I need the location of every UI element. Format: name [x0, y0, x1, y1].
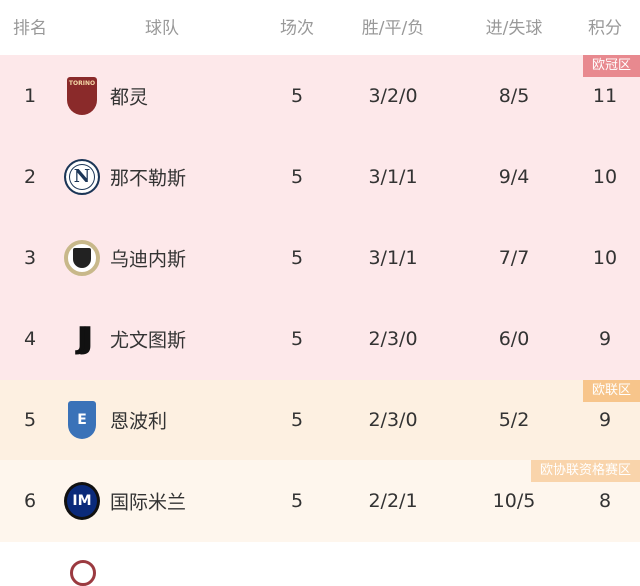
inter-crest-icon: IM	[64, 481, 100, 521]
rank: 3	[23, 246, 37, 269]
table-header: 排名 球队 场次 胜/平/负 进/失球 积分	[0, 0, 640, 52]
team-name[interactable]: 恩波利	[110, 410, 168, 432]
uecl-zone: 欧协联资格赛区	[0, 460, 640, 542]
empoli-crest-icon: E	[64, 400, 100, 440]
goals: 10/5	[492, 489, 536, 512]
table-row[interactable]: 6 IM 国际米兰 5 2/2/1 10/5 8	[0, 460, 640, 541]
goals: 5/2	[498, 408, 530, 431]
table-row[interactable]: 2 N 那不勒斯 5 3/1/1 9/4 10	[0, 136, 640, 217]
table-row[interactable]: 3 乌迪内斯 5 3/1/1 7/7 10	[0, 217, 640, 298]
goals: 7/7	[498, 246, 530, 269]
col-rank: 排名	[13, 18, 47, 39]
points: 9	[598, 408, 612, 431]
team-name[interactable]: 都灵	[110, 86, 149, 108]
col-played: 场次	[280, 18, 314, 39]
ucl-zone-tag: 欧冠区	[582, 55, 640, 77]
udinese-crest-icon	[64, 238, 100, 278]
uel-zone-tag: 欧联区	[582, 380, 640, 402]
uecl-zone-tag: 欧协联资格赛区	[530, 460, 640, 482]
col-points: 积分	[588, 18, 622, 39]
rank: 5	[23, 408, 37, 431]
napoli-crest-icon: N	[64, 157, 100, 197]
points: 8	[598, 489, 612, 512]
wdl: 3/2/0	[368, 84, 418, 107]
rank: 1	[23, 84, 37, 107]
wdl: 3/1/1	[368, 165, 418, 188]
team-name[interactable]: 国际米兰	[110, 491, 187, 513]
table-row[interactable]: 5 E 恩波利 5 2/3/0 5/2 9	[0, 379, 640, 460]
torino-crest-icon: TORINO	[64, 76, 100, 116]
next-team-logo-partial	[70, 560, 96, 586]
rank: 6	[23, 489, 37, 512]
team-name[interactable]: 乌迪内斯	[110, 248, 187, 270]
team-name[interactable]: 那不勒斯	[110, 167, 187, 189]
wdl: 2/3/0	[368, 408, 418, 431]
played: 5	[290, 489, 304, 512]
uel-zone: 欧联区	[0, 380, 640, 460]
table-row[interactable]: 4 JJ 尤文图斯 5 2/3/0 6/0 9	[0, 298, 640, 379]
played: 5	[290, 327, 304, 350]
wdl: 2/3/0	[368, 327, 418, 350]
wdl: 3/1/1	[368, 246, 418, 269]
points: 11	[592, 84, 618, 107]
played: 5	[290, 408, 304, 431]
points: 10	[592, 165, 618, 188]
table-row[interactable]: 1 TORINO 都灵 5 3/2/0 8/5 11	[0, 55, 640, 136]
wdl: 2/2/1	[368, 489, 418, 512]
points: 10	[592, 246, 618, 269]
ucl-zone: 欧冠区	[0, 55, 640, 380]
juventus-crest-icon: JJ	[76, 321, 94, 356]
goals: 9/4	[498, 165, 530, 188]
played: 5	[290, 165, 304, 188]
col-team: 球队	[145, 18, 179, 39]
played: 5	[290, 246, 304, 269]
col-wdl: 胜/平/负	[361, 18, 425, 39]
team-name[interactable]: 尤文图斯	[110, 329, 187, 351]
col-goals: 进/失球	[485, 18, 543, 39]
played: 5	[290, 84, 304, 107]
rank: 4	[23, 327, 37, 350]
points: 9	[598, 327, 612, 350]
rank: 2	[23, 165, 37, 188]
goals: 8/5	[498, 84, 530, 107]
goals: 6/0	[498, 327, 530, 350]
